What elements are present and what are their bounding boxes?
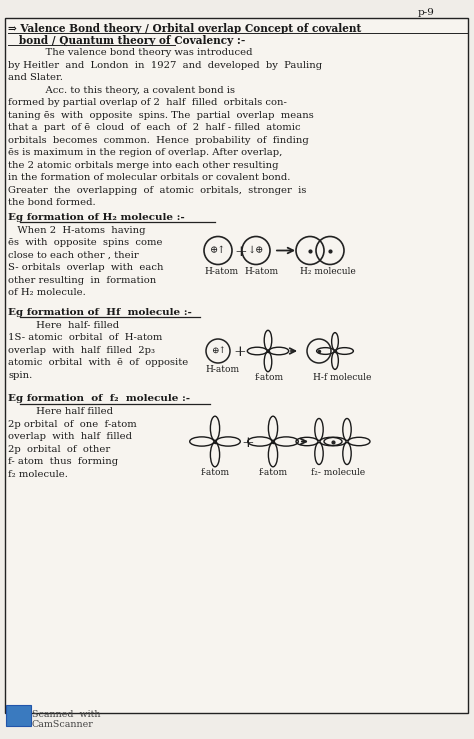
Text: f-atom: f-atom (201, 468, 230, 477)
Text: Acc. to this theory, a covalent bond is: Acc. to this theory, a covalent bond is (8, 86, 235, 95)
Text: the 2 atomic orbitals merge into each other resulting: the 2 atomic orbitals merge into each ot… (8, 160, 279, 169)
Text: +: + (241, 435, 254, 449)
Text: Eg formation of H₂ molecule :-: Eg formation of H₂ molecule :- (8, 213, 185, 222)
Text: overlap  with  half  filled  2p₃: overlap with half filled 2p₃ (8, 346, 155, 355)
Text: ēs  with  opposite  spins  come: ēs with opposite spins come (8, 238, 163, 247)
Text: +: + (234, 245, 247, 259)
Text: Eg formation  of  f₂  molecule :-: Eg formation of f₂ molecule :- (8, 394, 190, 403)
Text: Here  half- filled: Here half- filled (8, 321, 119, 330)
Text: f₂ molecule.: f₂ molecule. (8, 469, 68, 478)
Text: of H₂ molecule.: of H₂ molecule. (8, 288, 86, 297)
Text: by Heitler  and  London  in  1927  and  developed  by  Pauling: by Heitler and London in 1927 and develo… (8, 61, 322, 69)
Text: ↓⊕: ↓⊕ (248, 245, 264, 254)
Text: formed by partial overlap of 2  half  filled  orbitals con-: formed by partial overlap of 2 half fill… (8, 98, 287, 107)
Text: f-atom: f-atom (259, 468, 288, 477)
Text: Here half filled: Here half filled (8, 407, 113, 416)
Text: f- atom  thus  forming: f- atom thus forming (8, 457, 118, 466)
FancyBboxPatch shape (6, 704, 30, 726)
Text: that a  part  of ē  cloud  of  each  of  2  half - filled  atomic: that a part of ē cloud of each of 2 half… (8, 123, 301, 132)
Text: 2p  orbital  of  other: 2p orbital of other (8, 444, 110, 454)
Text: When 2  H-atoms  having: When 2 H-atoms having (8, 225, 146, 234)
Text: taning ēs  with  opposite  spins. The  partial  overlap  means: taning ēs with opposite spins. The parti… (8, 111, 314, 120)
Text: spin.: spin. (8, 370, 32, 380)
Text: overlap  with  half  filled: overlap with half filled (8, 432, 132, 441)
Text: 1S- atomic  orbital  of  H-atom: 1S- atomic orbital of H-atom (8, 333, 163, 342)
Text: ⇒ Valence Bond theory / Orbital overlap Concept of covalent: ⇒ Valence Bond theory / Orbital overlap … (8, 23, 361, 34)
Text: H₂ molecule: H₂ molecule (300, 267, 356, 276)
Text: H-f molecule: H-f molecule (313, 373, 371, 382)
Text: close to each other , their: close to each other , their (8, 251, 139, 259)
Text: ⊕↑: ⊕↑ (211, 346, 226, 355)
Text: orbitals  becomes  common.  Hence  probability  of  finding: orbitals becomes common. Hence probabili… (8, 135, 309, 145)
Text: and Slater.: and Slater. (8, 73, 63, 82)
Text: ēs is maximum in the region of overlap. After overlap,: ēs is maximum in the region of overlap. … (8, 148, 283, 157)
Text: Eg formation of  Hf  molecule :-: Eg formation of Hf molecule :- (8, 307, 192, 316)
Text: The valence bond theory was introduced: The valence bond theory was introduced (8, 48, 253, 57)
Text: S- orbitals  overlap  with  each: S- orbitals overlap with each (8, 263, 164, 272)
Text: f-atom: f-atom (255, 373, 284, 382)
Text: H-atom: H-atom (205, 365, 239, 374)
Text: in the formation of molecular orbitals or covalent bond.: in the formation of molecular orbitals o… (8, 173, 291, 182)
Text: H-atom: H-atom (204, 267, 238, 276)
Text: ⊕↑: ⊕↑ (210, 245, 226, 254)
Text: Greater  the  overlapping  of  atomic  orbitals,  stronger  is: Greater the overlapping of atomic orbita… (8, 185, 306, 194)
Text: H-atom: H-atom (244, 267, 278, 276)
Text: the bond formed.: the bond formed. (8, 198, 96, 207)
Text: p-9: p-9 (418, 8, 435, 17)
Text: atomic  orbital  with  ē  of  opposite: atomic orbital with ē of opposite (8, 358, 188, 367)
Text: 2p orbital  of  one  f-atom: 2p orbital of one f-atom (8, 420, 137, 429)
Text: other resulting  in  formation: other resulting in formation (8, 276, 156, 285)
Text: Scanned  with
CamScanner: Scanned with CamScanner (32, 710, 100, 729)
Text: CS: CS (8, 708, 25, 719)
Text: bond / Quantum theory of Covalency :-: bond / Quantum theory of Covalency :- (8, 35, 246, 46)
Text: +: + (233, 345, 246, 359)
Text: f₂- molecule: f₂- molecule (311, 468, 365, 477)
